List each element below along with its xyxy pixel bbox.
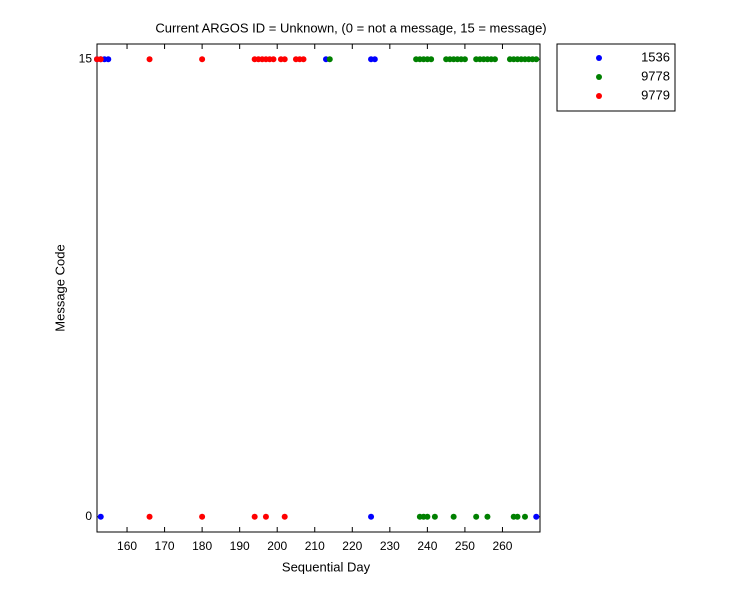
legend-box	[556, 43, 676, 112]
x-tick-label: 220	[342, 539, 362, 553]
point	[424, 513, 431, 520]
x-tick-label: 260	[492, 539, 512, 553]
point	[533, 513, 540, 520]
point	[461, 56, 468, 63]
y-tick-label: 15	[79, 51, 93, 65]
point	[521, 513, 528, 520]
point	[491, 56, 498, 63]
point	[262, 513, 269, 520]
x-tick-label: 160	[117, 539, 137, 553]
x-tick-label: 200	[267, 539, 287, 553]
legend-label: 1536	[641, 49, 670, 64]
point	[300, 56, 307, 63]
point	[251, 513, 258, 520]
x-tick-label: 230	[380, 539, 400, 553]
point	[281, 56, 288, 63]
legend-label: 9778	[641, 68, 670, 83]
chart-title: Current ARGOS ID = Unknown, (0 = not a m…	[155, 20, 546, 35]
point	[146, 513, 153, 520]
legend-marker	[596, 74, 602, 80]
point	[105, 56, 112, 63]
point	[431, 513, 438, 520]
point	[484, 513, 491, 520]
plot-area	[96, 43, 541, 533]
x-tick-label: 240	[417, 539, 437, 553]
x-tick-label: 180	[192, 539, 212, 553]
point	[428, 56, 435, 63]
point	[326, 56, 333, 63]
point	[281, 513, 288, 520]
x-axis-label: Sequential Day	[282, 559, 371, 574]
legend-label: 9779	[641, 87, 670, 102]
y-axis-label: Message Code	[52, 244, 67, 331]
point	[450, 513, 457, 520]
x-tick-label: 190	[230, 539, 250, 553]
point	[368, 513, 375, 520]
point	[97, 56, 104, 63]
legend-marker	[596, 93, 602, 99]
x-tick-label: 210	[305, 539, 325, 553]
point	[199, 56, 206, 63]
point	[146, 56, 153, 63]
point	[371, 56, 378, 63]
point	[473, 513, 480, 520]
point	[533, 56, 540, 63]
y-tick-label: 0	[85, 509, 92, 523]
x-tick-label: 250	[455, 539, 475, 553]
point	[514, 513, 521, 520]
x-tick-label: 170	[155, 539, 175, 553]
legend-marker	[596, 55, 602, 61]
point	[270, 56, 277, 63]
point	[199, 513, 206, 520]
point	[97, 513, 104, 520]
